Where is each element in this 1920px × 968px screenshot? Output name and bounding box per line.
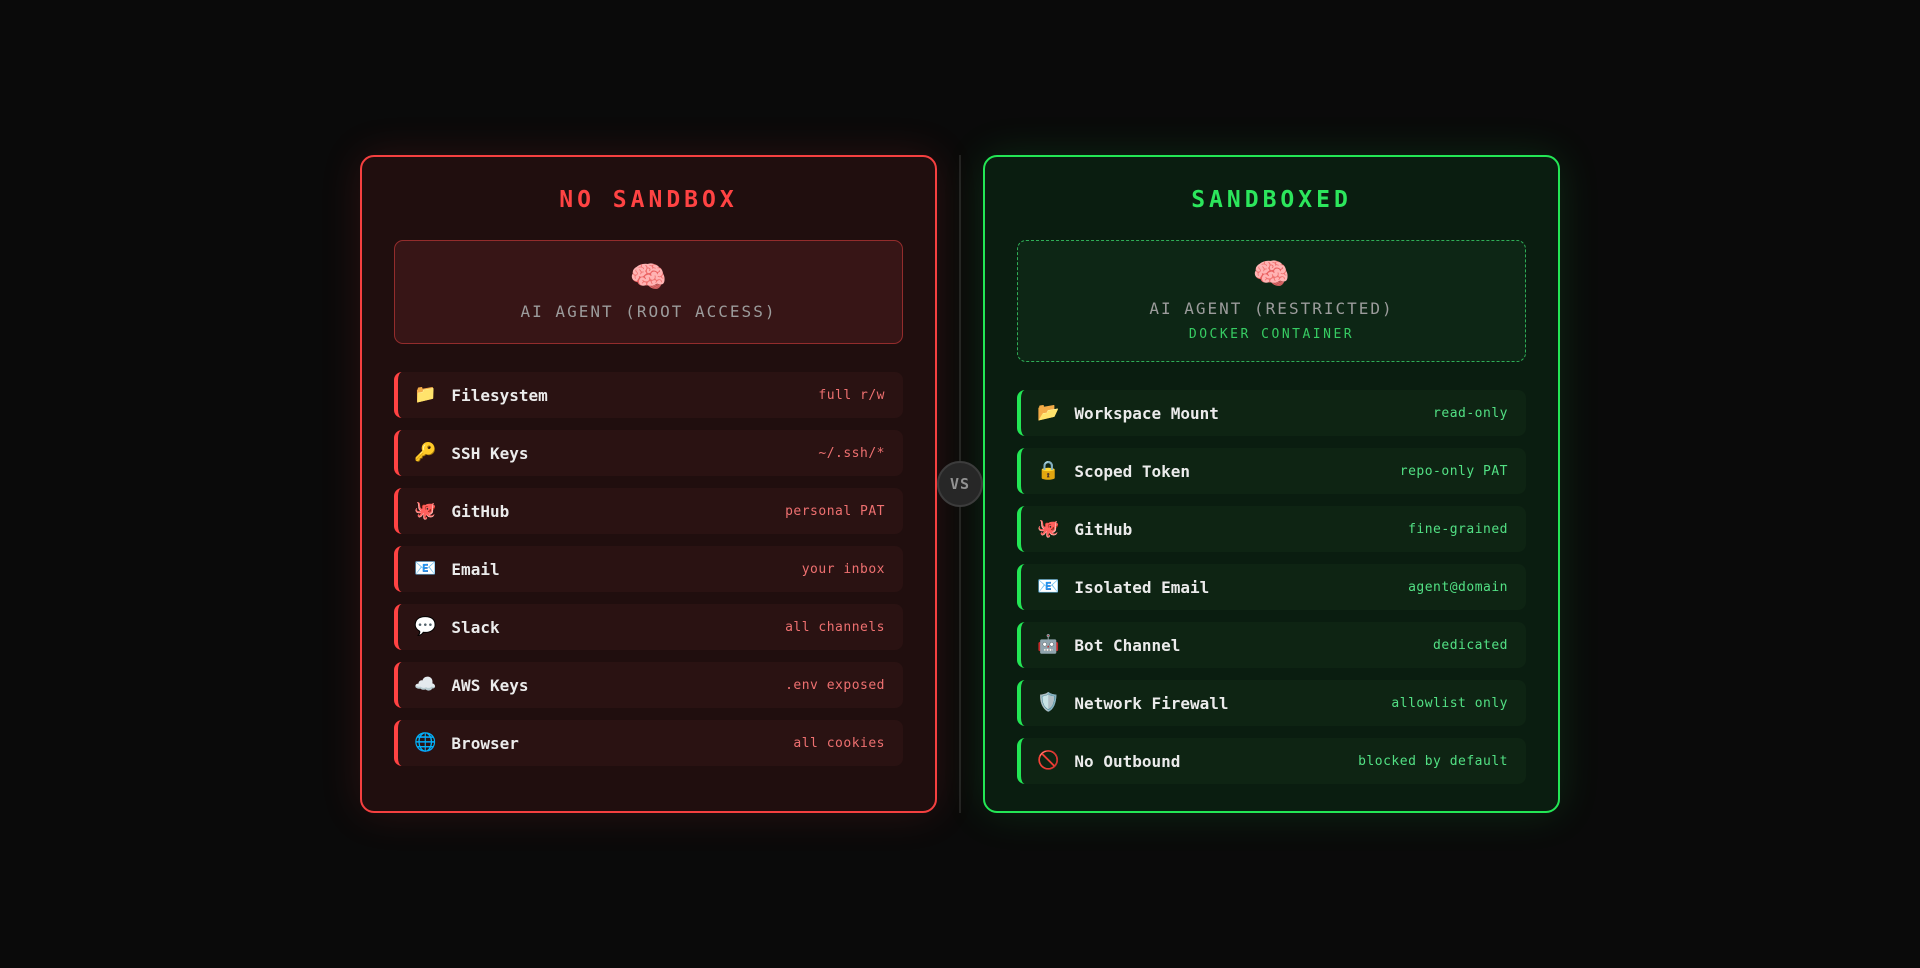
access-row-value: your inbox — [801, 561, 885, 577]
access-row-value: agent@domain — [1408, 579, 1508, 595]
lock-icon: 🔒 — [1037, 460, 1060, 481]
access-row: 🔑 SSH Keys ~/.ssh/* — [394, 430, 903, 476]
access-row: 🌐 Browser all cookies — [394, 720, 903, 766]
access-row-value: dedicated — [1433, 637, 1508, 653]
access-row-label: Bot Channel — [1074, 635, 1181, 655]
access-row-label: Isolated Email — [1074, 577, 1210, 597]
agent-title: AI AGENT (ROOT ACCESS) — [520, 302, 777, 321]
brain-icon: 🧠 — [1252, 257, 1291, 292]
access-row-value: fine-grained — [1408, 521, 1508, 537]
access-row-value: .env exposed — [785, 677, 885, 693]
access-row: 📂 Workspace Mount read-only — [1017, 390, 1526, 436]
access-row: 💬 Slack all channels — [394, 604, 903, 650]
access-row-label: No Outbound — [1074, 751, 1181, 771]
speech-balloon-icon: 💬 — [414, 616, 437, 637]
access-row-value: all channels — [785, 619, 885, 635]
cloud-icon: ☁️ — [414, 674, 437, 695]
access-row-label: Workspace Mount — [1074, 403, 1219, 423]
access-row-label: Email — [451, 559, 500, 579]
access-row: 🤖 Bot Channel dedicated — [1017, 622, 1526, 668]
access-row: 📧 Email your inbox — [394, 546, 903, 592]
access-row-label: GitHub — [451, 501, 510, 521]
access-row: 📁 Filesystem full r/w — [394, 372, 903, 418]
access-list-sandboxed: 📂 Workspace Mount read-only 🔒 Scoped Tok… — [1017, 390, 1526, 784]
vs-badge: VS — [937, 461, 983, 507]
agent-subtitle: DOCKER CONTAINER — [1188, 327, 1355, 342]
panel-sandboxed: SANDBOXED 🧠 AI AGENT (RESTRICTED) DOCKER… — [983, 155, 1560, 813]
access-row-value: ~/.ssh/* — [818, 445, 885, 461]
access-row-value: blocked by default — [1358, 753, 1508, 769]
agent-card-root-access: 🧠 AI AGENT (ROOT ACCESS) — [394, 240, 903, 344]
access-row-label: Filesystem — [451, 385, 548, 405]
access-row-value: full r/w — [818, 387, 885, 403]
octopus-icon: 🐙 — [414, 500, 437, 521]
access-row-label: Scoped Token — [1074, 461, 1191, 481]
access-list-no-sandbox: 📁 Filesystem full r/w 🔑 SSH Keys ~/.ssh/… — [394, 372, 903, 766]
access-row: 🚫 No Outbound blocked by default — [1017, 738, 1526, 784]
agent-title: AI AGENT (RESTRICTED) — [1149, 299, 1394, 318]
access-row-value: allowlist only — [1391, 695, 1508, 711]
access-row-value: all cookies — [793, 735, 885, 751]
access-row-label: SSH Keys — [451, 443, 529, 463]
access-row: 🐙 GitHub fine-grained — [1017, 506, 1526, 552]
access-row: ☁️ AWS Keys .env exposed — [394, 662, 903, 708]
email-icon: 📧 — [1037, 576, 1060, 597]
access-row: 🛡️ Network Firewall allowlist only — [1017, 680, 1526, 726]
panel-title-sandboxed: SANDBOXED — [1191, 187, 1352, 213]
key-icon: 🔑 — [414, 442, 437, 463]
email-icon: 📧 — [414, 558, 437, 579]
access-row-value: repo-only PAT — [1399, 463, 1508, 479]
access-row-label: Network Firewall — [1074, 693, 1229, 713]
brain-icon: 🧠 — [629, 260, 668, 295]
access-row: 🐙 GitHub personal PAT — [394, 488, 903, 534]
access-row-label: Slack — [451, 617, 500, 637]
robot-icon: 🤖 — [1037, 634, 1060, 655]
shield-icon: 🛡️ — [1037, 692, 1060, 713]
access-row-label: AWS Keys — [451, 675, 529, 695]
no-entry-icon: 🚫 — [1037, 750, 1060, 771]
access-row: 📧 Isolated Email agent@domain — [1017, 564, 1526, 610]
access-row-value: read-only — [1433, 405, 1508, 421]
access-row-label: GitHub — [1074, 519, 1133, 539]
access-row-value: personal PAT — [785, 503, 885, 519]
comparison-container: NO SANDBOX 🧠 AI AGENT (ROOT ACCESS) 📁 Fi… — [360, 155, 1560, 813]
globe-icon: 🌐 — [414, 732, 437, 753]
panel-title-no-sandbox: NO SANDBOX — [559, 187, 738, 213]
agent-card-restricted: 🧠 AI AGENT (RESTRICTED) DOCKER CONTAINER — [1017, 240, 1526, 362]
folder-icon: 📁 — [414, 384, 437, 405]
access-row: 🔒 Scoped Token repo-only PAT — [1017, 448, 1526, 494]
open-folder-icon: 📂 — [1037, 402, 1060, 423]
octopus-icon: 🐙 — [1037, 518, 1060, 539]
panel-no-sandbox: NO SANDBOX 🧠 AI AGENT (ROOT ACCESS) 📁 Fi… — [360, 155, 937, 813]
access-row-label: Browser — [451, 733, 519, 753]
